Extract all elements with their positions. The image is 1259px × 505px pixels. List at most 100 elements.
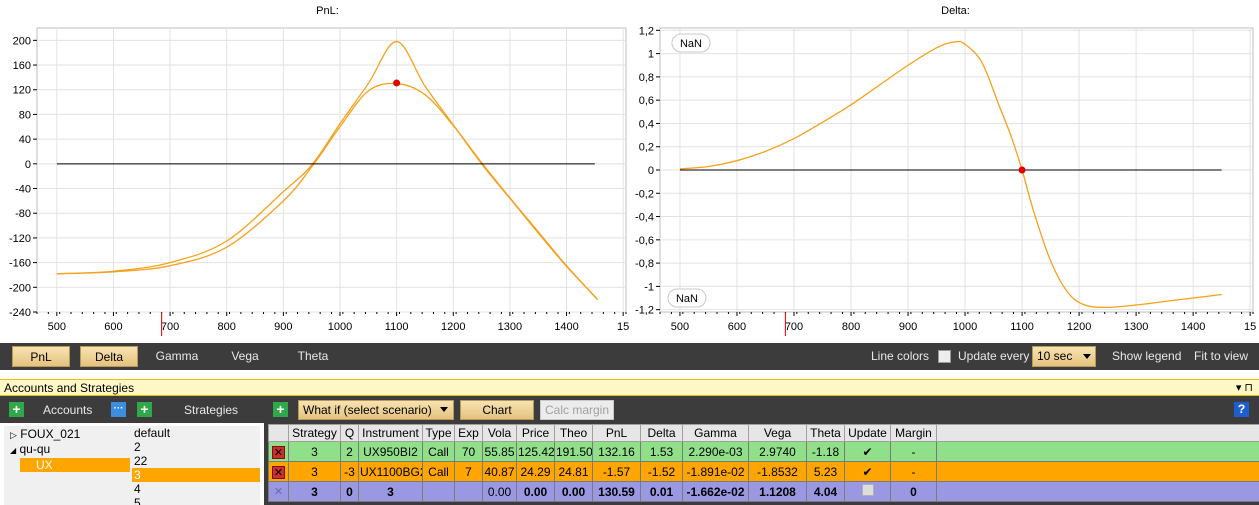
delete-row-button[interactable]: ✕ [272,445,285,459]
column-header[interactable]: Gamma [682,424,749,442]
delta-x-tick-label: 1100 [1010,321,1034,333]
column-header[interactable]: Theta [806,424,845,442]
cell-strategy[interactable]: 3 [288,441,341,462]
cell-type[interactable]: Call [422,461,455,482]
strategy-item[interactable]: 22 [134,454,148,468]
table-row[interactable]: ✕ 3 2 UX950BI2 Call 70 55.85 125.42 191.… [268,441,1259,462]
scenario-value: What if (select scenario) [303,403,432,417]
delta-x-tick-label: 15 [1244,321,1256,333]
delta-series-line [679,40,1222,308]
scenario-select[interactable]: What if (select scenario) [298,400,454,420]
column-header[interactable]: Exp [454,424,483,442]
update-checkbox[interactable]: ✔ [862,464,873,479]
pnl-y-tick-label: -240 [9,307,31,319]
column-header[interactable]: Price [516,424,555,442]
delete-row-button[interactable]: ✕ [272,465,285,479]
show-legend-button[interactable]: Show legend [1112,349,1182,363]
pin-icon[interactable]: ▾ ⊓ [1235,382,1253,394]
cell-empty [936,461,1259,482]
table-row[interactable]: ✕ 3 -3 UX1100BG2 Call 7 40.87 24.29 24.8… [268,461,1259,482]
update-checkbox[interactable]: ✔ [862,444,873,459]
strategy-item-selected[interactable]: 3 [132,468,260,482]
cell-vola[interactable]: 40.87 [482,461,517,482]
delta-y-tick-label: 0,4 [639,118,654,130]
cell-exp[interactable]: 70 [454,441,483,462]
cell-instrument[interactable]: UX950BI2 [358,441,423,462]
pnl-current-point[interactable] [393,79,401,87]
column-header[interactable]: Strategy [288,424,341,442]
cell-pnl: -1.57 [592,461,641,482]
pnl-y-tick-label: -200 [9,282,31,294]
delta-x-tick-label: 1000 [953,321,977,333]
strategy-item[interactable]: 5 [134,496,141,505]
cell-exp[interactable]: 7 [454,461,483,482]
cell-vola[interactable]: 55.85 [482,441,517,462]
tab-delta[interactable]: Delta [80,346,138,367]
help-icon[interactable]: ? [1234,402,1249,417]
delete-row-button[interactable]: ✕ [273,486,284,498]
cell-vega: -1.8532 [748,461,807,482]
cell-type[interactable]: Call [422,441,455,462]
pnl-chart[interactable]: 200 160 120 80 40 0 -40 -80 -120 -160 -200 -240 500 6… [0,0,630,343]
table-header: Strategy Q Instrument Type Exp Vola Pric… [268,424,1259,442]
line-colors-button[interactable]: Line colors [871,349,930,363]
tab-pnl[interactable]: PnL [12,346,70,367]
column-header[interactable]: Q [340,424,359,442]
chart-button[interactable]: Chart [460,400,534,420]
column-header[interactable] [268,424,289,442]
cell-strategy[interactable]: 3 [288,461,341,482]
add-account-button[interactable]: + [9,402,24,417]
add-position-button[interactable]: + [273,402,288,417]
calc-margin-button[interactable]: Calc margin [540,400,614,420]
column-header[interactable]: Margin [890,424,937,442]
column-header[interactable]: Vola [482,424,517,442]
strategy-item[interactable]: 4 [134,482,141,496]
strategy-item[interactable]: default [134,426,171,440]
column-header[interactable]: Delta [640,424,683,442]
column-header[interactable]: PnL [592,424,641,442]
cell-theta: -1.18 [806,441,845,462]
column-header[interactable]: Update [844,424,891,442]
update-interval-select[interactable]: 10 sec [1032,346,1096,367]
more-options-button[interactable]: ··· [111,402,126,417]
cell-margin: 0 [890,481,937,502]
collapse-arrow-icon[interactable]: ◢ [10,446,17,455]
update-every-checkbox[interactable] [938,350,951,363]
cell-price[interactable]: 125.42 [516,441,555,462]
column-header[interactable]: Vega [748,424,807,442]
delta-y-tick-label: -0,4 [635,212,654,224]
delta-x-tick-label: 500 [671,321,689,333]
splitter[interactable] [0,370,1259,379]
cell-gamma: -1.891e-02 [682,461,749,482]
tree-item-quqm[interactable]: ◢ qu-qu [10,442,51,456]
cell-q[interactable]: 2 [340,441,359,462]
delta-y-tick-label: -1,2 [635,305,654,317]
pnl-series-line [56,40,599,301]
expand-arrow-icon[interactable]: ▷ [10,430,17,440]
column-header[interactable]: Instrument [358,424,423,442]
tab-gamma[interactable]: Gamma [155,349,199,363]
cell-empty [936,481,1259,502]
column-header[interactable]: Theo [554,424,593,442]
cell-theo: 0.00 [554,481,593,502]
strategy-item[interactable]: 2 [134,440,141,454]
cell-gamma: -1.662e-02 [682,481,749,502]
tab-vega[interactable]: Vega [231,349,259,363]
tab-theta[interactable]: Theta [297,349,329,363]
tree-item-foux[interactable]: ▷ FOUX_021 [10,427,81,441]
table-row-total[interactable]: ✕ 3 0 3 0.00 0.00 0.00 130.59 0.01 -1.66… [268,481,1259,502]
cell-instrument[interactable]: UX1100BG2 [358,461,423,482]
delta-current-point[interactable] [1018,166,1026,174]
strategies-label: Strategies [184,403,239,417]
cell-q[interactable]: -3 [340,461,359,482]
accounts-toolbar: + Accounts ··· + Strategies [0,396,264,423]
delta-chart[interactable]: 1,2 1 0,8 0,6 0,4 0,2 0 -0,2 -0,4 -0,6 -0,8 -1 -1,2 5… [630,0,1259,343]
tree-item-ux[interactable]: UX [20,458,130,472]
cell-price[interactable]: 24.29 [516,461,555,482]
column-header[interactable]: Type [422,424,455,442]
accounts-panel-header: Accounts and Strategies ▾ ⊓ [0,379,1259,396]
cell-theta: 4.04 [806,481,845,502]
fit-to-view-button[interactable]: Fit to view [1194,349,1249,363]
update-checkbox[interactable] [861,484,874,496]
add-strategy-button[interactable]: + [137,402,152,417]
